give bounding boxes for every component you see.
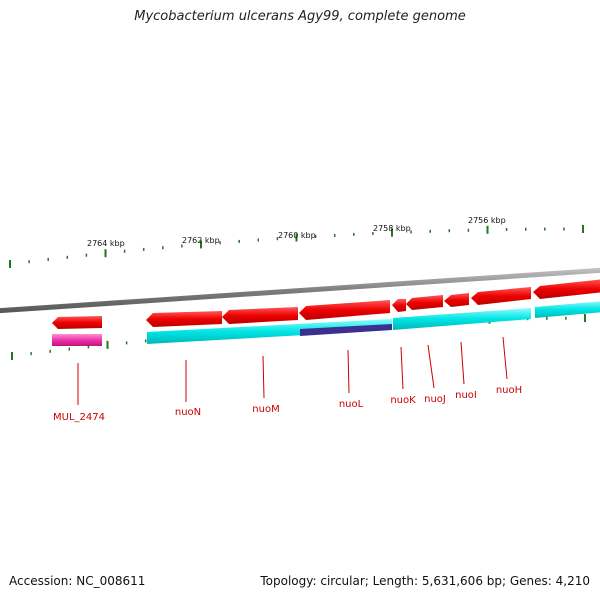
gene-arrow-nuoi[interactable] [444,293,469,307]
leader-line [502,336,508,380]
gene-label-nuom[interactable]: nuoM [252,404,279,415]
gene-label-nuol[interactable]: nuoL [339,399,364,410]
gene-arrow-nuoj[interactable] [406,295,443,310]
gene-label-leaders [77,336,508,405]
overlap-feature[interactable] [300,324,392,336]
gene-arrow-nuom[interactable] [222,307,298,324]
leader-line [427,344,435,389]
accession-text: Accession: NC_008611 [9,574,146,588]
cds-track [52,301,600,346]
gene-label-nuoi[interactable]: nuoI [455,390,477,401]
gene-arrow-next[interactable] [533,279,600,299]
genome-title: Mycobacterium ulcerans Agy99, complete g… [134,9,466,24]
leader-line [400,346,404,390]
leader-line [347,349,350,394]
scale-labels: 2764 kbp 2762 kbp 2760 kbp 2758 kbp 2756… [87,216,506,248]
pseudo-feature-mul2474[interactable] [52,334,102,346]
gene-arrow-mul2474[interactable] [52,316,102,329]
scale-label: 2762 kbp [182,236,220,245]
gene-arrow-nuok[interactable] [392,299,406,312]
gene-arrow-nuol[interactable] [299,300,390,320]
leader-line [460,341,465,385]
gene-label-nuon[interactable]: nuoN [175,407,201,418]
scale-label: 2756 kbp [468,216,506,225]
gene-label-nuoj[interactable]: nuoJ [424,394,446,405]
forward-gene-track [52,279,600,329]
scale-ticks-top [9,225,584,268]
gene-arrow-nuoh[interactable] [471,287,531,305]
cds-feature-nuok-nuoh[interactable] [393,308,531,330]
gene-labels: MUL_2474 nuoN nuoM nuoL nuoK nuoJ nuoI n… [53,385,522,423]
gene-label-nuoh[interactable]: nuoH [496,385,522,396]
gene-arrow-nuon[interactable] [146,311,222,327]
gene-label-mul2474[interactable]: MUL_2474 [53,412,105,423]
genome-backbone [0,267,600,314]
gene-label-nuok[interactable]: nuoK [390,395,416,406]
scale-label: 2758 kbp [373,224,411,233]
leader-line [262,355,265,399]
scale-label: 2760 kbp [278,231,316,240]
scale-label: 2764 kbp [87,239,125,248]
genome-summary-text: Topology: circular; Length: 5,631,606 bp… [260,574,590,588]
cds-feature-next[interactable] [535,301,600,318]
cds-feature-nuon-nuol[interactable] [147,319,392,344]
